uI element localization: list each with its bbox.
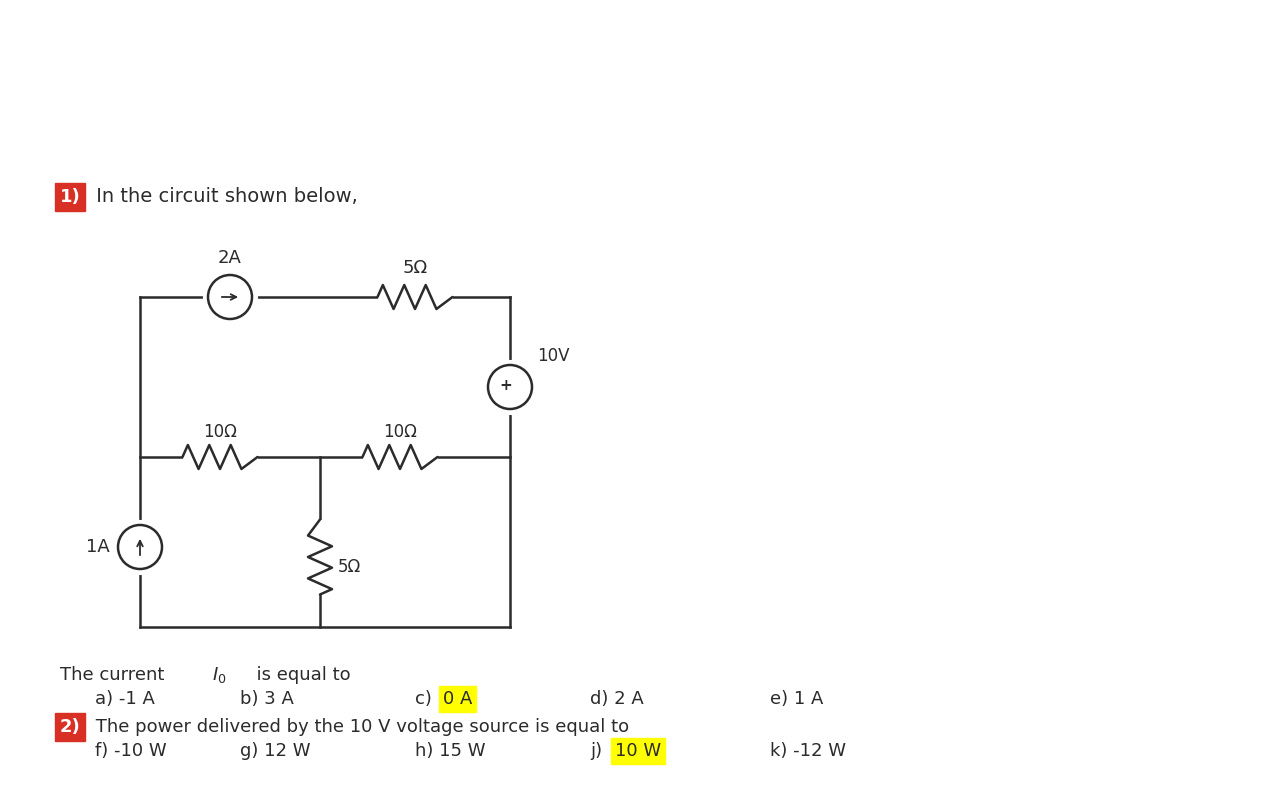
Text: j): j) (591, 742, 608, 760)
Text: 5Ω: 5Ω (338, 558, 361, 576)
Text: +: + (499, 378, 512, 393)
Circle shape (208, 275, 251, 319)
Text: 10Ω: 10Ω (384, 423, 417, 441)
Text: 1A: 1A (86, 538, 110, 556)
Text: c): c) (415, 690, 438, 708)
Text: The current: The current (60, 666, 170, 684)
Text: is equal to: is equal to (245, 666, 351, 684)
Text: 10V: 10V (537, 347, 569, 365)
Text: e) 1 A: e) 1 A (770, 690, 823, 708)
Text: k) -12 W: k) -12 W (770, 742, 846, 760)
Text: 0 A: 0 A (443, 690, 472, 708)
Text: 10Ω: 10Ω (203, 423, 237, 441)
Text: g) 12 W: g) 12 W (240, 742, 310, 760)
Text: 1): 1) (60, 188, 81, 206)
Circle shape (488, 365, 532, 409)
Text: 2): 2) (60, 718, 81, 736)
Text: b) 3 A: b) 3 A (240, 690, 293, 708)
Text: f) -10 W: f) -10 W (95, 742, 166, 760)
Text: The power delivered by the 10 V voltage source is equal to: The power delivered by the 10 V voltage … (90, 718, 629, 736)
Text: d) 2 A: d) 2 A (591, 690, 644, 708)
Text: h) 15 W: h) 15 W (415, 742, 485, 760)
Text: 10 W: 10 W (615, 742, 662, 760)
Circle shape (118, 525, 163, 569)
Text: a) -1 A: a) -1 A (95, 690, 155, 708)
Text: 2A: 2A (218, 249, 243, 267)
Text: 5Ω: 5Ω (403, 259, 428, 277)
Text: In the circuit shown below,: In the circuit shown below, (90, 187, 358, 206)
Text: $I_0$: $I_0$ (212, 665, 226, 685)
